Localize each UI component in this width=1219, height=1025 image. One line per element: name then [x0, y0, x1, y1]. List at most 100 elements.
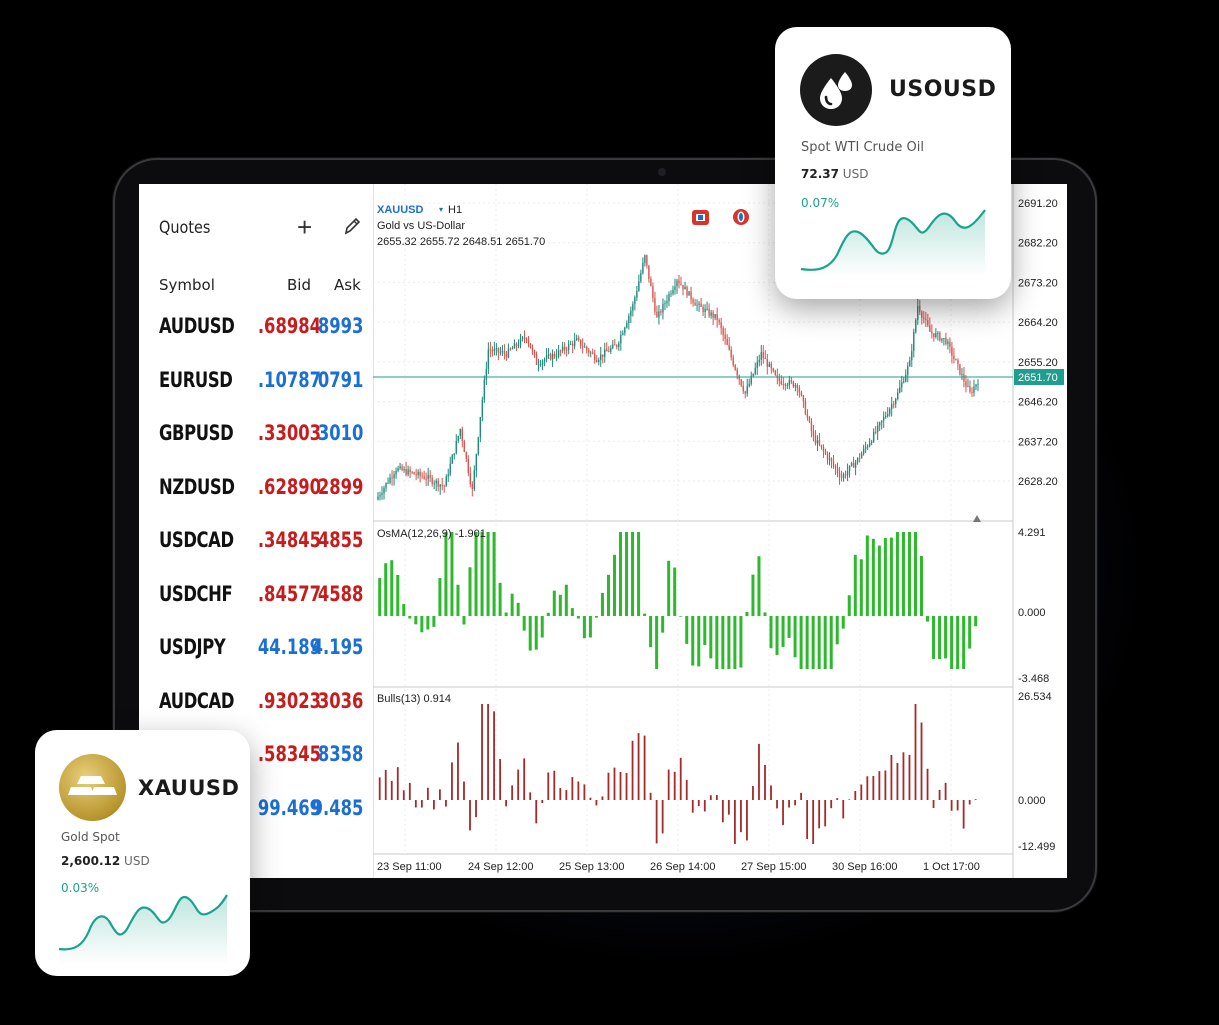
candle-body: [401, 466, 403, 471]
candle-body: [850, 463, 853, 466]
candle-body: [620, 334, 622, 344]
bulls-bar: [818, 800, 821, 829]
trade-icon[interactable]: [733, 209, 749, 225]
candle-body: [545, 355, 548, 360]
osma-bar: [498, 582, 502, 616]
candle-body: [411, 472, 413, 473]
bulls-bar: [523, 758, 526, 800]
quote-row[interactable]: USDJPY 44.189 4.195: [139, 635, 371, 685]
candle-body: [573, 340, 576, 346]
bulls-bar: [968, 800, 971, 805]
quote-row[interactable]: USDCAD .34845 4855: [139, 528, 371, 578]
candle-body: [947, 341, 949, 344]
candle-body: [606, 349, 608, 352]
candle-body: [897, 392, 899, 399]
candle-body: [919, 305, 921, 313]
time-tick: 26 Sep 14:00: [650, 861, 715, 873]
candle-body: [718, 319, 720, 323]
candle-body: [806, 414, 809, 418]
chart-canvas[interactable]: XAUUSD ▾ H1 Gold vs US-Dollar 2655.32 26…: [372, 184, 1067, 878]
osma-bar: [685, 616, 689, 644]
candle-body: [788, 380, 791, 386]
usousd-ticker: USOUSD: [889, 77, 997, 102]
quote-row[interactable]: GBPUSD .33003 3010: [139, 421, 371, 471]
bulls-bar: [842, 800, 845, 819]
candle-body: [830, 458, 833, 462]
quote-symbol: USDCHF: [159, 581, 233, 606]
osma-bar: [926, 616, 930, 622]
add-symbol-icon[interactable]: +: [297, 212, 313, 242]
candle-body: [971, 391, 973, 393]
chart-timeframe[interactable]: H1: [448, 204, 462, 216]
candle-body: [583, 346, 586, 348]
bulls-bar: [854, 790, 857, 800]
chart-symbol[interactable]: XAUUSD: [377, 204, 424, 216]
osma-bar: [468, 567, 472, 616]
xauusd-card[interactable]: XAUUSD Gold Spot 2,600.12 USD 0.03%: [35, 730, 250, 976]
bulls-bar: [378, 777, 381, 800]
symbol-dropdown-icon[interactable]: ▾: [439, 205, 443, 214]
bulls-bar: [956, 800, 959, 811]
current-price-badge: [1014, 369, 1064, 385]
bulls-bar: [445, 800, 447, 807]
bulls-bar: [920, 722, 923, 800]
scroll-up-icon[interactable]: [973, 515, 981, 522]
candle-body: [511, 348, 514, 350]
bulls-bar: [709, 795, 712, 800]
osma-bar: [492, 532, 496, 616]
osma-bar: [649, 616, 653, 648]
candle-body: [732, 357, 734, 366]
osma-bar: [408, 616, 412, 619]
candle-body: [893, 404, 895, 405]
bulls-bar: [517, 769, 520, 800]
candle-body: [441, 484, 443, 486]
usousd-card[interactable]: USOUSD Spot WTI Crude Oil 72.37 USD 0.07…: [775, 27, 1011, 299]
osma-bar: [540, 616, 544, 638]
drops-icon: [800, 54, 872, 126]
bulls-bar: [860, 784, 863, 800]
price-chart[interactable]: XAUUSD ▾ H1 Gold vs US-Dollar 2655.32 26…: [372, 184, 1067, 878]
candle-body: [519, 338, 522, 346]
osma-bar: [859, 559, 863, 616]
candle-body: [642, 262, 644, 274]
candle-body: [379, 495, 381, 497]
quote-row[interactable]: EURUSD .10787 0791: [139, 368, 371, 418]
osma-bar: [865, 535, 869, 616]
xauusd-sparkline: [58, 894, 228, 965]
candle-body: [824, 450, 827, 454]
time-tick: 30 Sep 16:00: [832, 861, 897, 873]
candle-body: [541, 361, 544, 365]
quote-row[interactable]: 99.469 9.485: [139, 796, 371, 846]
quote-row[interactable]: USDCHF .84577 4588: [139, 582, 371, 632]
price-tick: 2637.20: [1018, 436, 1058, 448]
candle-body: [598, 359, 600, 362]
quote-row[interactable]: AUDUSD .68984 8993: [139, 314, 371, 364]
candle-body: [884, 415, 887, 418]
quote-row[interactable]: NZDUSD .62890 2899: [139, 475, 371, 525]
bulls-bar: [962, 800, 965, 829]
bulls-bar: [926, 768, 929, 800]
quote-row[interactable]: AUDCAD .93023 3036: [139, 689, 371, 739]
one-click-trading-icon[interactable]: [692, 210, 709, 225]
candle-body: [449, 463, 451, 475]
candle-body: [557, 350, 560, 357]
bulls-bar: [481, 704, 483, 800]
candle-body: [975, 384, 977, 387]
bulls-bar: [655, 800, 658, 844]
candle-body: [977, 383, 979, 385]
candle-body: [770, 363, 773, 369]
osma-bar: [570, 608, 574, 616]
candle-body: [443, 485, 445, 487]
osma-bar: [944, 616, 948, 659]
candle-body: [784, 384, 787, 386]
bulls-bar: [559, 788, 562, 800]
bulls-tick: 0.000: [1018, 795, 1046, 807]
candle-body: [461, 429, 463, 442]
osma-bar: [733, 616, 737, 669]
quote-row[interactable]: .58345 8358: [139, 742, 371, 792]
edit-icon[interactable]: [343, 216, 361, 241]
candle-body: [868, 443, 871, 447]
quote-ask: 4588: [317, 581, 363, 606]
candle-body: [961, 374, 963, 375]
osma-bar: [811, 616, 815, 669]
